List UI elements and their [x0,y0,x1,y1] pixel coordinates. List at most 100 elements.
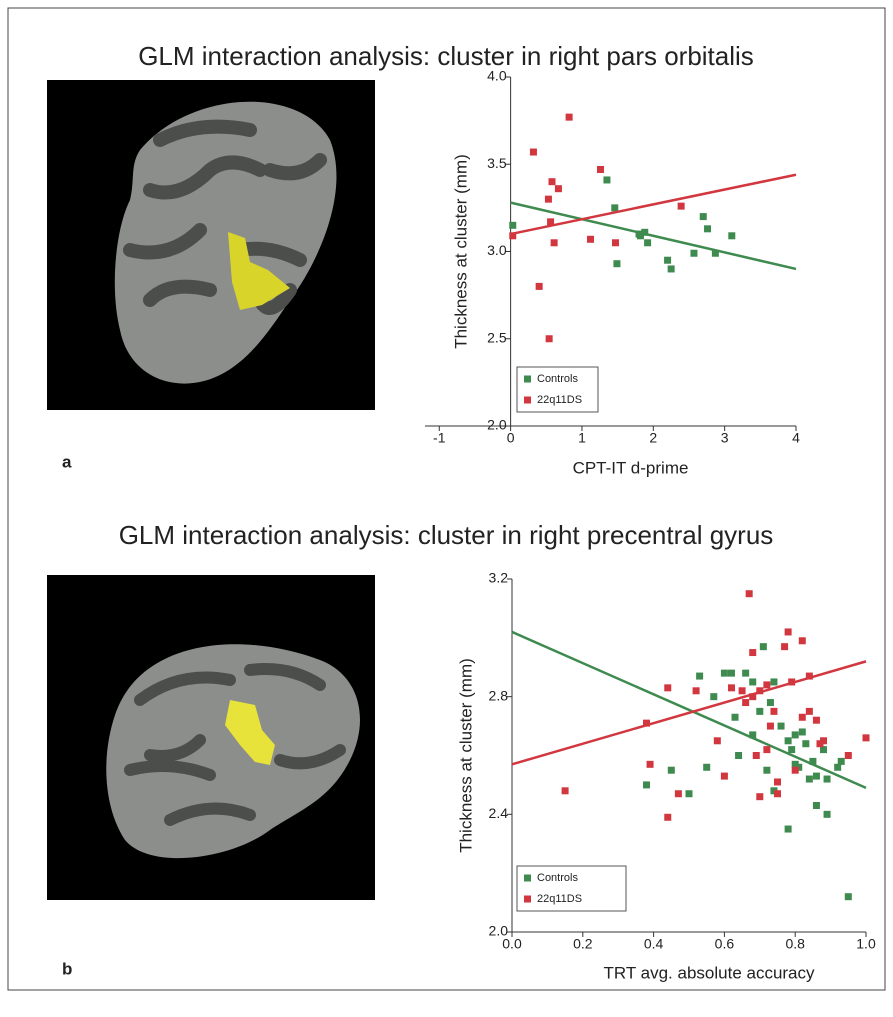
point [613,260,620,267]
point [792,767,799,774]
point [813,802,820,809]
x-tick-label: 1.0 [856,936,876,952]
y-tick-label: 4.0 [487,68,507,84]
point [643,720,650,727]
point [774,778,781,785]
point [824,776,831,783]
point [785,628,792,635]
point [636,231,643,238]
point [788,678,795,685]
x-tick-label: -1 [433,430,446,446]
point [597,166,604,173]
point [770,708,777,715]
x-tick-label: 2 [649,430,657,446]
point [728,232,735,239]
point [799,637,806,644]
point [547,218,554,225]
point [763,767,770,774]
trend-line [512,661,866,764]
point [756,687,763,694]
legend-swatch [524,397,531,404]
point [710,693,717,700]
x-tick-label: 3 [721,430,729,446]
panel-title: GLM interaction analysis: cluster in rig… [138,41,754,71]
x-tick-label: 0.4 [644,936,664,952]
brain-image-a [47,80,375,410]
point [675,790,682,797]
point [756,793,763,800]
point [546,335,553,342]
point [647,761,654,768]
point [785,737,792,744]
point [603,176,610,183]
point [774,790,781,797]
point [824,811,831,818]
y-tick-label: 2.0 [489,923,509,939]
x-axis-label: CPT-IT d-prime [573,458,689,477]
point [838,758,845,765]
x-axis-label: TRT avg. absolute accuracy [603,963,815,982]
point [742,670,749,677]
figure: GLM interaction analysis: cluster in rig… [0,0,893,1012]
point [551,239,558,246]
x-tick-label: 0.2 [573,936,593,952]
point [763,746,770,753]
point [799,714,806,721]
point [770,678,777,685]
point [562,787,569,794]
point [778,723,785,730]
point [806,776,813,783]
y-tick-label: 3.2 [489,570,509,586]
y-tick-label: 3.5 [487,155,507,171]
point [742,699,749,706]
point [753,752,760,759]
point [668,767,675,774]
legend-label: Controls [537,872,578,884]
point [545,196,552,203]
point [809,758,816,765]
point [749,731,756,738]
point [735,752,742,759]
legend-swatch [524,896,531,903]
point [644,239,651,246]
y-tick-label: 2.4 [489,805,509,821]
point [587,236,594,243]
point [700,213,707,220]
point [792,731,799,738]
panel-title: GLM interaction analysis: cluster in rig… [119,520,774,550]
point [678,203,685,210]
point [763,681,770,688]
point [728,670,735,677]
point [760,643,767,650]
point [686,790,693,797]
trend-line [511,203,796,269]
y-tick-label: 2.5 [487,329,507,345]
point [749,693,756,700]
point [664,684,671,691]
y-axis-label: Thickness at cluster (mm) [451,154,470,349]
legend-swatch [524,875,531,882]
point [728,684,735,691]
point [732,714,739,721]
point [806,708,813,715]
point [703,764,710,771]
point [813,717,820,724]
x-tick-label: 1 [578,430,586,446]
point [530,149,537,156]
point [767,699,774,706]
point [845,893,852,900]
point [712,250,719,257]
point [863,734,870,741]
point [806,673,813,680]
point [704,225,711,232]
legend-label: 22q11DS [537,893,582,905]
point [799,728,806,735]
point [788,746,795,753]
point [509,232,516,239]
point [536,283,543,290]
point [548,178,555,185]
point [781,643,788,650]
point [643,781,650,788]
point [749,678,756,685]
point [756,708,763,715]
